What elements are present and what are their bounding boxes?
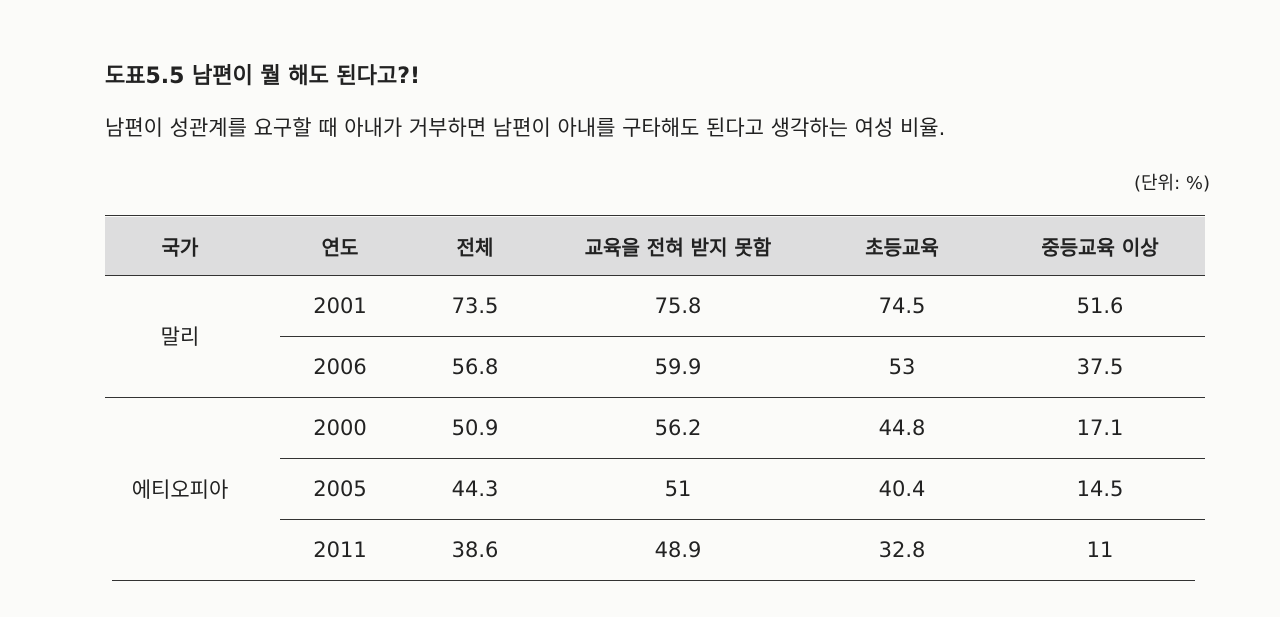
table-cell: 14.5 (1076, 476, 1124, 501)
column-header: 연도 (321, 235, 359, 260)
column-header: 교육을 전혀 받지 못함 (584, 235, 772, 260)
table-cell: 40.4 (878, 476, 926, 501)
rule (112, 580, 1195, 581)
column-header: 국가 (161, 235, 199, 260)
rule (105, 397, 1205, 398)
unit: (단위: %) (1133, 173, 1210, 194)
column-header: 초등교육 (865, 235, 939, 260)
table-cell: 2005 (313, 476, 367, 501)
table-cell: 50.9 (451, 415, 499, 440)
table-cell: 56.2 (654, 415, 702, 440)
table-cell: 38.6 (451, 537, 499, 562)
table-cell: 17.1 (1076, 415, 1124, 440)
table-cell: 74.5 (878, 293, 926, 318)
rule (280, 519, 1205, 520)
column-header: 중등교육 이상 (1041, 235, 1159, 260)
rule (105, 215, 1205, 216)
table-cell: 32.8 (878, 537, 926, 562)
table-cell: 48.9 (654, 537, 702, 562)
table-cell: 44.8 (878, 415, 926, 440)
rule (280, 458, 1205, 459)
country: 말리 (160, 325, 200, 349)
table-cell: 56.8 (451, 354, 499, 379)
country: 에티오피아 (131, 477, 229, 502)
table-cell: 51 (664, 476, 692, 501)
table-cell: 53 (888, 354, 916, 379)
table-cell: 51.6 (1076, 293, 1124, 318)
table-cell: 59.9 (654, 354, 702, 379)
rule (280, 336, 1205, 337)
table-cell: 2001 (313, 293, 367, 318)
table-cell: 73.5 (451, 293, 499, 318)
subtitle: 남편이 성관계를 요구할 때 아내가 거부하면 남편이 아내를 구타해도 된다고… (105, 116, 946, 140)
table-cell: 11 (1086, 537, 1114, 562)
column-header: 전체 (456, 235, 494, 260)
table-cell: 75.8 (654, 293, 702, 318)
table-cell: 2006 (313, 354, 367, 379)
rule (105, 275, 1205, 276)
header-band (105, 217, 1205, 275)
table-cell: 2000 (313, 415, 367, 440)
table-cell: 44.3 (451, 476, 499, 501)
table-cell: 2011 (313, 537, 367, 562)
title: 도표5.5 남편이 뭘 해도 된다고?! (105, 64, 421, 89)
table-cell: 37.5 (1076, 354, 1124, 379)
